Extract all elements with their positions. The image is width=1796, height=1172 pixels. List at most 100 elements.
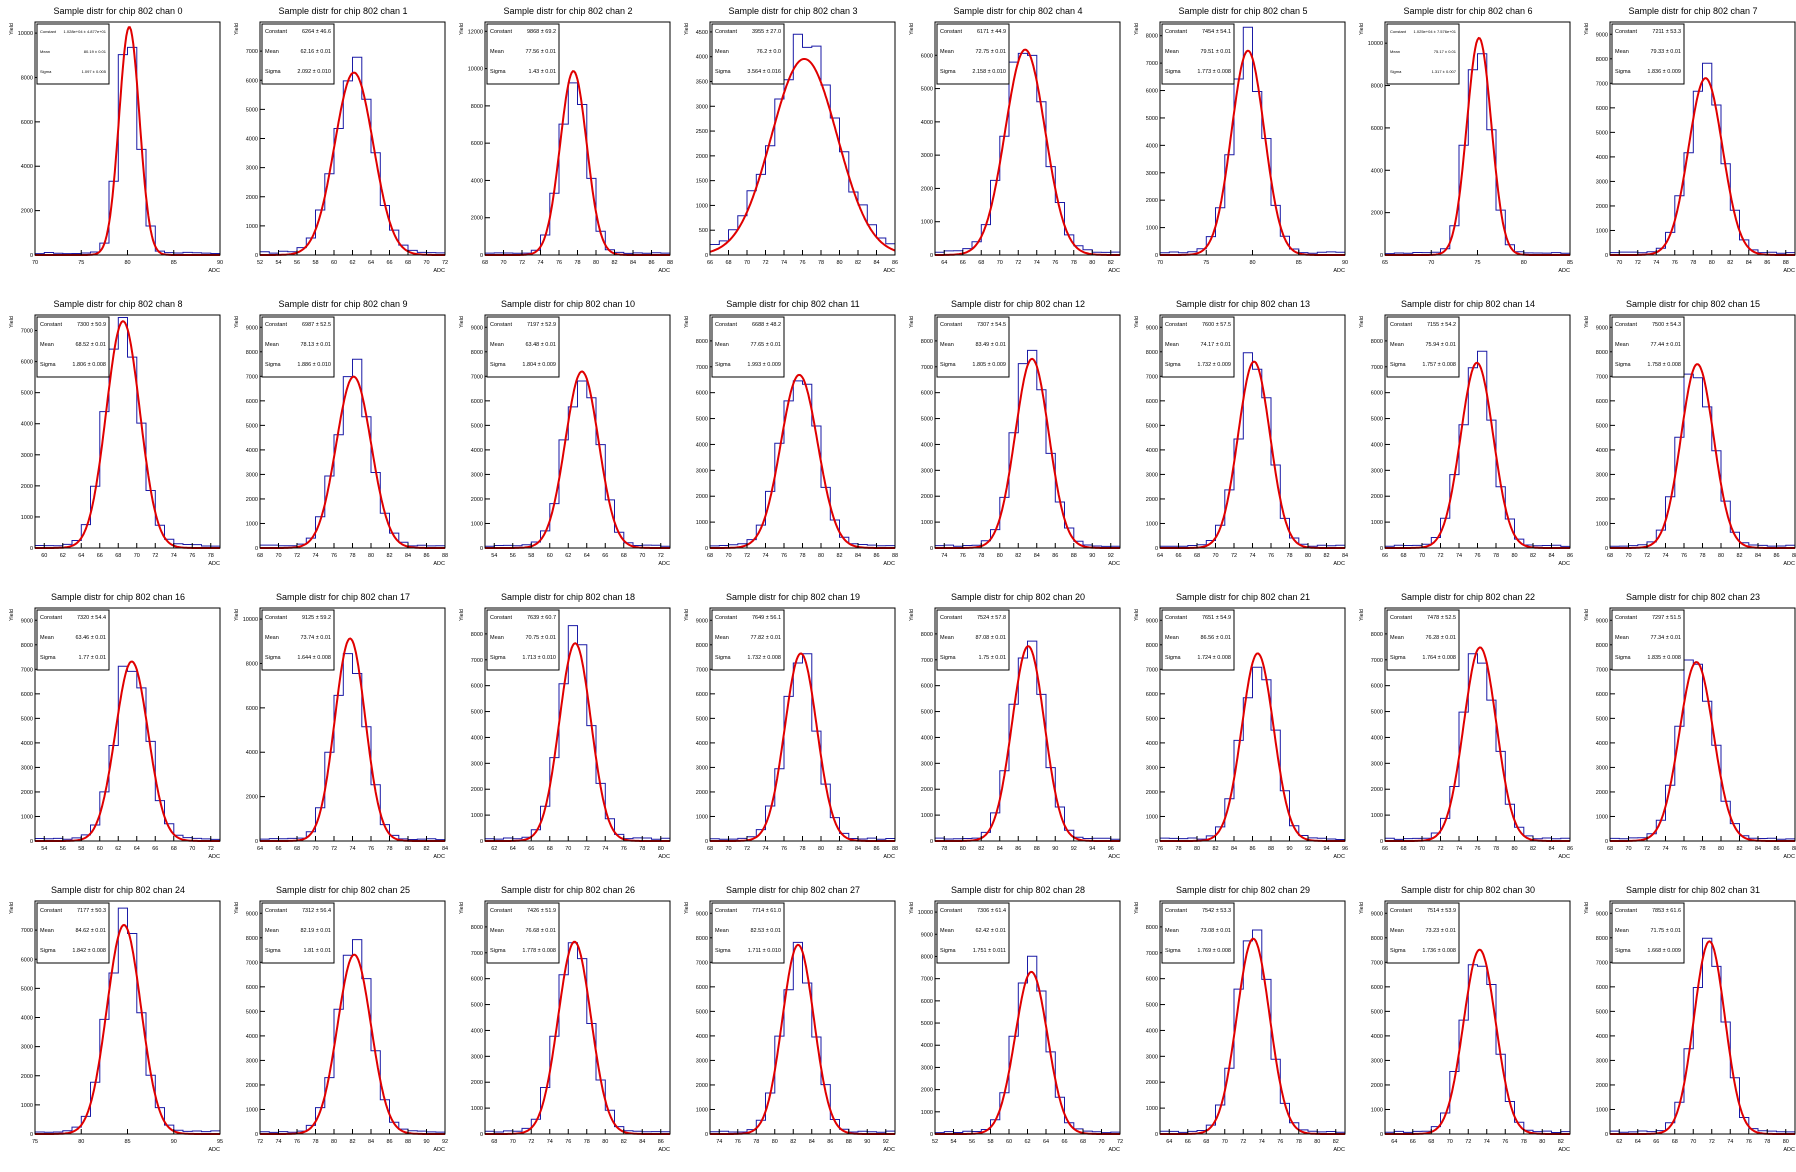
fit-stat-name: Sigma [40, 69, 52, 74]
fit-stats-box [936, 316, 1010, 378]
y-tick-label: 5000 [696, 417, 708, 423]
x-tick-label: 76 [1277, 1139, 1283, 1145]
y-axis-label: Yield [1134, 316, 1140, 328]
x-tick-label: 88 [892, 846, 898, 852]
fit-stat-value: 1.317 ± 0.007 [1432, 69, 1457, 74]
fit-stats-box [1161, 902, 1235, 964]
fit-stat-value: 1.836 ± 0.009 [1647, 69, 1681, 75]
y-tick-label: 5000 [1596, 716, 1608, 722]
fit-stat-name: Sigma [490, 69, 507, 75]
gaussian-fit-line [260, 375, 445, 549]
y-tick-label: 2000 [1596, 790, 1608, 796]
x-tick-label: 80 [772, 1139, 778, 1145]
histogram-panel: Sample distr for chip 802 chan 17 0 2000 40… [225, 586, 449, 879]
fit-stat-value: 7524 ± 57.8 [977, 615, 1006, 621]
fit-stat-name: Constant [1615, 322, 1637, 328]
fit-stat-name: Sigma [1615, 69, 1632, 75]
y-tick-label: 2000 [1371, 494, 1383, 500]
fit-stat-value: 2.158 ± 0.010 [972, 69, 1006, 75]
gaussian-fit-line [260, 953, 445, 1135]
y-axis-label: Yield [1134, 609, 1140, 621]
histogram-bars [1384, 53, 1570, 255]
y-axis-label: Yield [459, 23, 465, 35]
x-tick-label: 66 [528, 846, 534, 852]
x-tick-label: 64 [1043, 1139, 1049, 1145]
x-tick-label: 70 [1428, 260, 1434, 266]
fit-stat-name: Mean [40, 49, 50, 54]
y-tick-label: 5000 [246, 107, 258, 113]
y-tick-label: 3000 [1371, 468, 1383, 474]
fit-stat-name: Sigma [1390, 69, 1402, 74]
fit-stats-box [936, 23, 1010, 85]
x-tick-label: 70 [744, 260, 750, 266]
histogram-bars [934, 52, 1120, 255]
y-tick-label: 0 [255, 253, 258, 259]
x-tick-label: 70 [189, 846, 195, 852]
x-axis-label: ADC [1333, 854, 1345, 860]
x-tick-label: 66 [275, 846, 281, 852]
y-tick-label: 0 [1380, 1132, 1383, 1138]
y-tick-label: 5000 [1596, 1009, 1608, 1015]
y-tick-label: 8000 [1596, 350, 1608, 356]
fit-stat-name: Mean [265, 342, 279, 348]
x-tick-label: 78 [1699, 553, 1705, 559]
y-axis-label: Yield [684, 23, 690, 35]
x-tick-label: 64 [134, 846, 140, 852]
plot-frame [934, 314, 1121, 549]
histogram-svg: Sample distr for chip 802 chan 16 0 1000 20… [9, 592, 221, 860]
y-tick-label: 2000 [1146, 198, 1158, 204]
x-tick-label: 82 [790, 1139, 796, 1145]
fit-stat-value: 70.75 ± 0.01 [525, 635, 556, 641]
fit-stat-value: 87.08 ± 0.01 [975, 635, 1006, 641]
x-tick-label: 70 [1690, 1139, 1696, 1145]
y-tick-label: 3000 [246, 166, 258, 172]
y-tick-label: 7000 [921, 658, 933, 664]
x-tick-label: 74 [781, 260, 787, 266]
x-axis-label: ADC [208, 561, 220, 567]
fit-stats-box [1161, 23, 1235, 85]
x-tick-label: 74 [1727, 1139, 1733, 1145]
x-tick-label: 82 [1333, 1139, 1339, 1145]
fit-stat-name: Mean [40, 342, 54, 348]
x-tick-label: 58 [987, 1139, 993, 1145]
x-tick-label: 70 [500, 260, 506, 266]
y-tick-label: 9000 [246, 911, 258, 917]
x-tick-label: 84 [1034, 553, 1040, 559]
x-tick-label: 76 [799, 260, 805, 266]
x-tick-label: 84 [1755, 553, 1761, 559]
fit-stat-value: 82.53 ± 0.01 [750, 928, 781, 934]
fit-stat-value: 3.564 ± 0.016 [747, 69, 781, 75]
x-tick-label: 78 [584, 1139, 590, 1145]
y-tick-label: 6000 [1371, 391, 1383, 397]
fit-stats-box [36, 902, 110, 964]
histogram-bars [934, 349, 1120, 548]
fit-stat-value: 7306 ± 61.4 [977, 908, 1006, 914]
x-tick-label: 84 [997, 846, 1003, 852]
fit-stat-name: Constant [490, 908, 512, 914]
histogram-panel: Sample distr for chip 802 chan 31 0 1000 20… [1575, 879, 1796, 1172]
fit-stat-value: 75.94 ± 0.01 [1425, 342, 1456, 348]
gaussian-fit-line [485, 940, 670, 1135]
fit-stats-box [486, 316, 560, 378]
x-tick-label: 62 [1024, 1139, 1030, 1145]
x-tick-label: 76 [368, 846, 374, 852]
fit-stats-box [36, 316, 110, 378]
y-tick-label: 2000 [921, 1088, 933, 1094]
y-tick-label: 0 [1155, 253, 1158, 259]
y-tick-label: 10000 [18, 31, 33, 37]
x-tick-label: 70 [1222, 1139, 1228, 1145]
y-tick-label: 5000 [21, 716, 33, 722]
fit-stats-box [1161, 316, 1235, 378]
x-tick-label: 90 [217, 260, 223, 266]
y-axis-label: Yield [1359, 23, 1365, 35]
y-tick-label: 0 [30, 253, 33, 259]
y-axis-label: Yield [234, 609, 240, 621]
x-tick-label: 74 [716, 1139, 722, 1145]
histogram-panel: Sample distr for chip 802 chan 9 0 1000 200… [225, 293, 449, 586]
x-tick-label: 76 [189, 553, 195, 559]
fit-stat-name: Mean [940, 928, 954, 934]
y-tick-label: 8000 [1371, 84, 1383, 90]
y-tick-label: 8000 [921, 632, 933, 638]
x-tick-label: 54 [950, 1139, 956, 1145]
x-tick-label: 92 [442, 1139, 448, 1145]
